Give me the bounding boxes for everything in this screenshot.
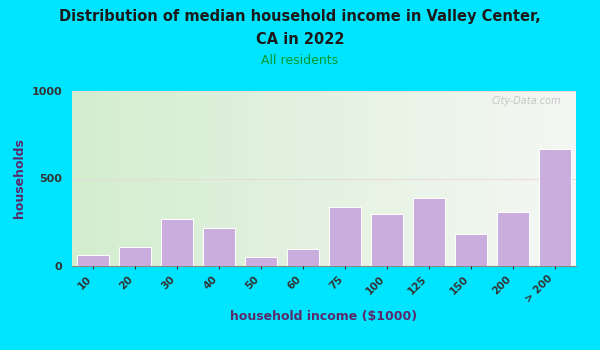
Text: CA in 2022: CA in 2022	[256, 32, 344, 47]
Bar	[287, 249, 319, 266]
Bar	[329, 206, 361, 266]
Text: All residents: All residents	[262, 54, 338, 67]
Bar	[77, 255, 109, 266]
Bar	[161, 219, 193, 266]
Bar	[497, 212, 529, 266]
Bar	[413, 198, 445, 266]
Bar	[245, 257, 277, 266]
Bar	[119, 247, 151, 266]
Bar	[371, 214, 403, 266]
Bar	[203, 229, 235, 266]
Y-axis label: households: households	[13, 139, 26, 218]
Text: Distribution of median household income in Valley Center,: Distribution of median household income …	[59, 9, 541, 24]
Bar	[539, 149, 571, 266]
Text: City-Data.com: City-Data.com	[491, 96, 561, 106]
Bar	[455, 234, 487, 266]
X-axis label: household income ($1000): household income ($1000)	[230, 310, 418, 323]
